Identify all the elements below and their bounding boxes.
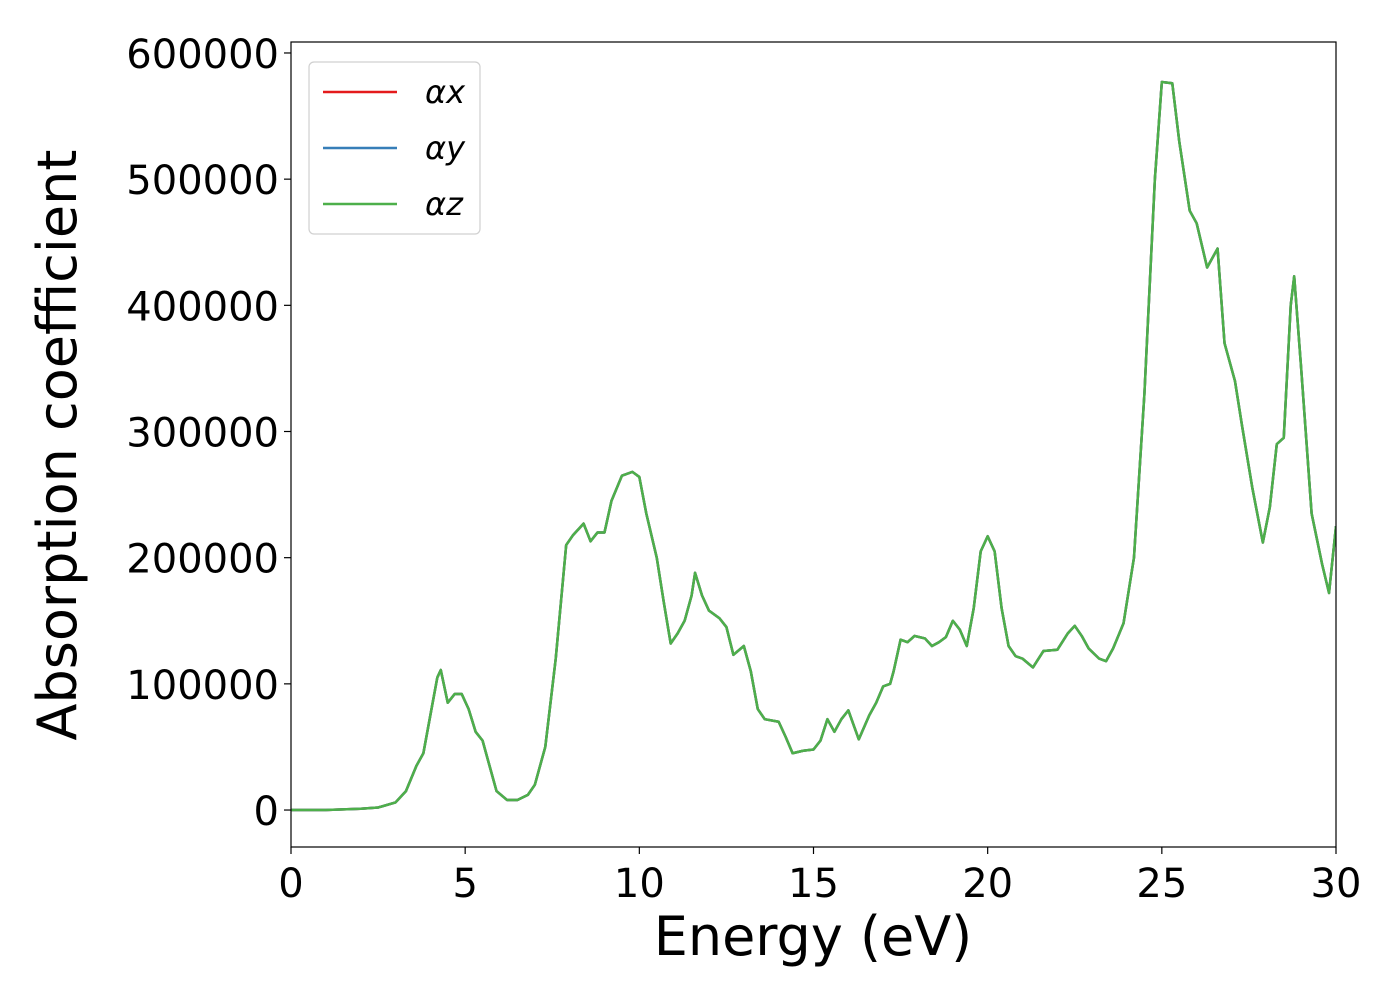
- y-axis-label: Absorption coefficient: [26, 150, 89, 741]
- x-tick-label: 20: [962, 861, 1013, 907]
- x-tick-label: 15: [788, 861, 839, 907]
- legend-label: αx: [425, 73, 466, 111]
- x-tick-label: 5: [452, 861, 477, 907]
- y-tick-label: 500000: [126, 158, 279, 204]
- x-tick-label: 0: [278, 861, 303, 907]
- y-tick-label: 200000: [126, 537, 279, 583]
- y-tick-label: 0: [254, 789, 279, 835]
- y-tick-label: 100000: [126, 663, 279, 709]
- data-line: [291, 80, 1336, 812]
- x-axis-label: Energy (eV): [654, 905, 973, 968]
- legend-label: αy: [425, 129, 466, 167]
- plot-frame: [290, 41, 1337, 848]
- y-tick-label: 400000: [126, 284, 279, 330]
- legend-label: αz: [425, 185, 464, 223]
- x-tick-label: 25: [1136, 861, 1187, 907]
- x-tick-label: 30: [1311, 861, 1362, 907]
- y-tick-label: 600000: [126, 32, 279, 78]
- x-tick-label: 10: [614, 861, 665, 907]
- y-tick-label: 300000: [126, 411, 279, 457]
